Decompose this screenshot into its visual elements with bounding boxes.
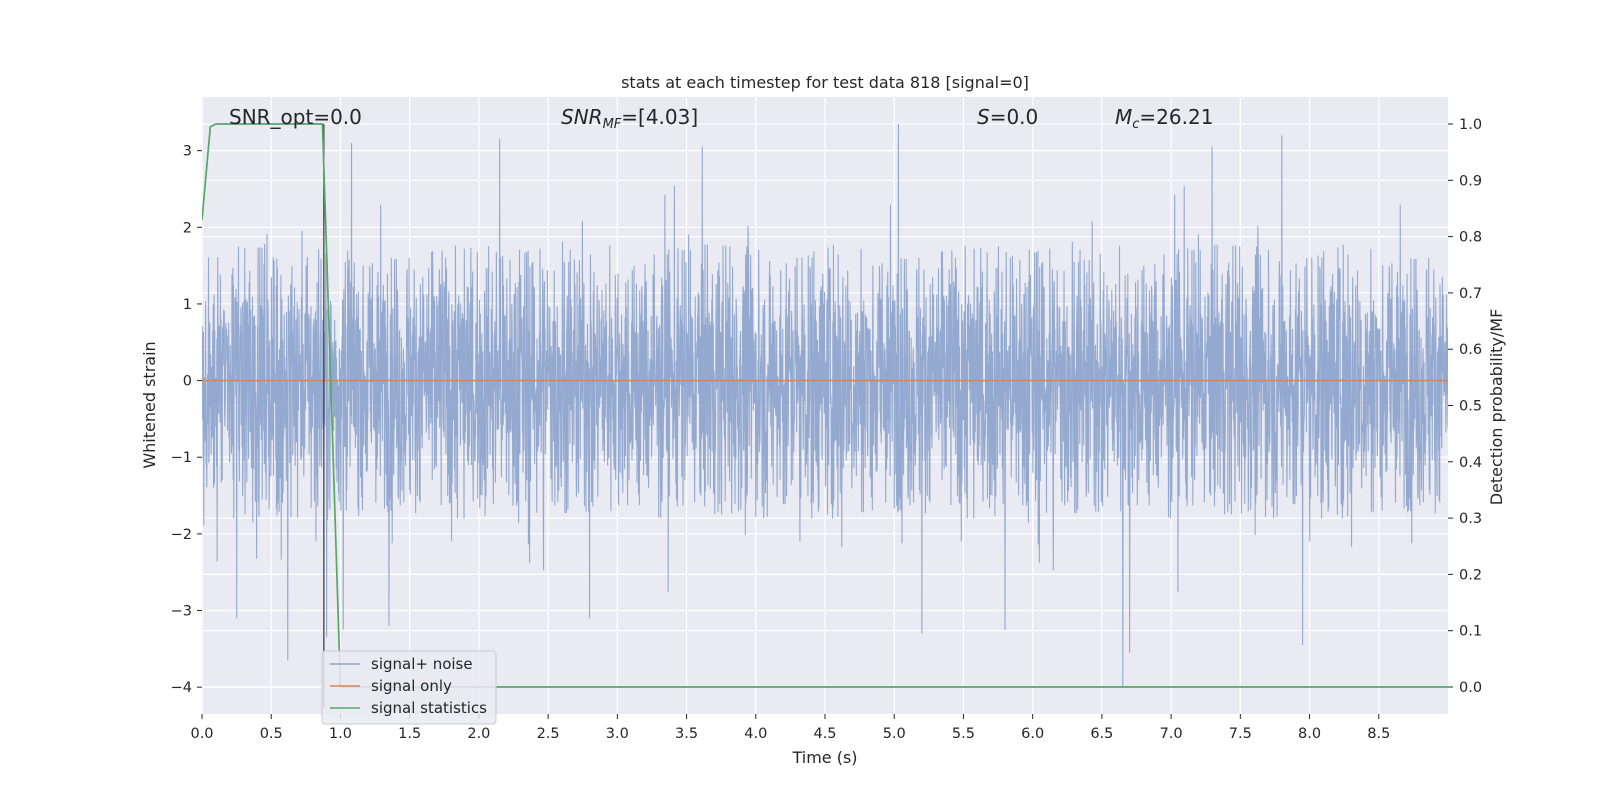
y-tick-label: 1 <box>183 297 192 313</box>
y-tick-label: 3 <box>183 144 192 160</box>
x-tick-label: 8.0 <box>1298 726 1321 742</box>
x-tick-label: 1.5 <box>398 726 421 742</box>
annotation-s: S=0.0 <box>977 105 1038 129</box>
y-tick-label: −3 <box>171 604 192 620</box>
x-tick-label: 6.0 <box>1021 726 1044 742</box>
x-tick-label: 5.0 <box>883 726 906 742</box>
y-axis-label: Whitened strain <box>140 341 159 468</box>
right-y-tick-label: 0.8 <box>1459 230 1482 246</box>
right-y-axis-ticks: 0.0 0.1 0.2 0.3 0.4 0.5 0.6 0.7 0.8 0.9 1.0 <box>1448 117 1482 696</box>
x-axis-ticks: 0.0 0.5 1.0 1.5 2.0 2.5 3.0 3.5 4.0 4.5 5.0 5.5 6.0 6… <box>190 714 1390 742</box>
x-tick-label: 7.5 <box>1229 726 1252 742</box>
right-y-tick-label: 0.4 <box>1459 455 1482 471</box>
right-y-tick-label: 0.9 <box>1459 173 1482 189</box>
chart-title: stats at each timestep for test data 818… <box>621 73 1029 92</box>
x-tick-label: 2.0 <box>467 726 490 742</box>
series-signal-statistics <box>202 123 1448 688</box>
y-tick-label: 0 <box>183 374 192 390</box>
x-tick-label: 6.5 <box>1090 726 1113 742</box>
annotation-mc: Mc=26.21 <box>1115 105 1213 132</box>
annotation-snr-mf: SNRMF=[4.03] <box>561 105 698 132</box>
noise-trace <box>202 123 1448 688</box>
right-y-tick-label: 1.0 <box>1459 117 1482 133</box>
signal-statistics-line <box>202 123 1448 688</box>
left-y-axis-ticks: −4 −3 −2 −1 0 1 2 3 <box>171 144 202 696</box>
y-tick-label: −2 <box>171 527 192 543</box>
legend: signal+ noise signal only signal statist… <box>321 650 497 725</box>
legend-frame <box>321 650 497 725</box>
right-y-tick-label: 0.1 <box>1459 624 1482 640</box>
y-tick-label: −4 <box>171 680 192 696</box>
right-y-axis-label: Detection probability/MF <box>1487 309 1506 506</box>
right-y-tick-label: 0.0 <box>1459 680 1482 696</box>
x-tick-label: 3.5 <box>675 726 698 742</box>
legend-label-signal-only: signal only <box>371 677 452 695</box>
right-y-tick-label: 0.7 <box>1459 286 1482 302</box>
x-tick-label: 0.0 <box>190 726 213 742</box>
x-tick-label: 0.5 <box>260 726 283 742</box>
x-tick-label: 1.0 <box>329 726 352 742</box>
right-y-tick-label: 0.3 <box>1459 511 1482 527</box>
x-tick-label: 3.0 <box>606 726 629 742</box>
right-y-tick-label: 0.2 <box>1459 567 1482 583</box>
legend-label-signal-statistics: signal statistics <box>371 699 487 717</box>
right-y-tick-label: 0.6 <box>1459 342 1482 358</box>
x-tick-label: 7.0 <box>1160 726 1183 742</box>
x-tick-label: 2.5 <box>537 726 560 742</box>
x-tick-label: 4.0 <box>744 726 767 742</box>
legend-label-signal-noise: signal+ noise <box>371 655 473 673</box>
series-signal-noise <box>202 123 1448 688</box>
x-tick-label: 5.5 <box>952 726 975 742</box>
x-tick-label: 8.5 <box>1367 726 1390 742</box>
y-tick-label: 2 <box>183 220 192 236</box>
x-tick-label: 4.5 <box>813 726 836 742</box>
right-y-tick-label: 0.5 <box>1459 399 1482 415</box>
x-axis-label: Time (s) <box>791 748 857 767</box>
y-tick-label: −1 <box>171 450 192 466</box>
annotation-snr-opt: SNR_opt=0.0 <box>229 105 362 129</box>
